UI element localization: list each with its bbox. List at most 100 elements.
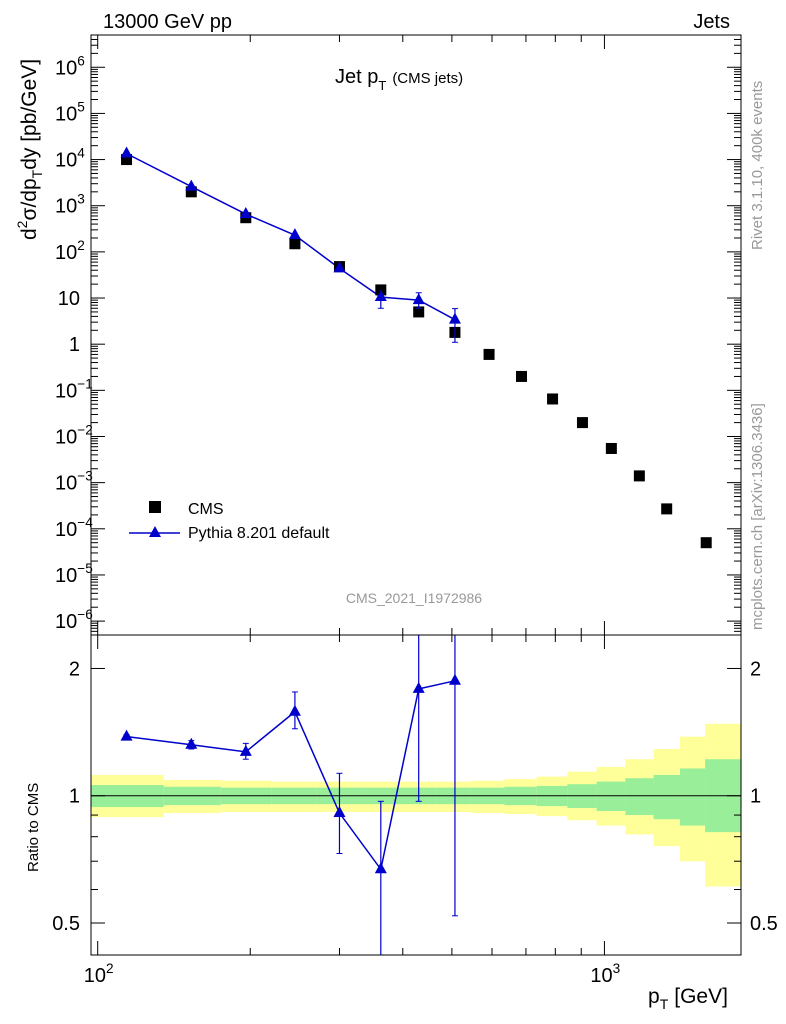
main-panel: 10610510410310210110−110−210−310−410−510… — [55, 34, 742, 636]
cms-point-10 — [547, 393, 559, 405]
cms-point-5 — [375, 284, 387, 296]
pythia-point-5 — [374, 290, 387, 302]
pythia-line — [126, 152, 456, 321]
main-y-axis-label: d2σ/dpTdy [pb/GeV] — [14, 59, 45, 240]
main-y-tick-label-8: 10−2 — [55, 422, 93, 448]
ratio-point-4 — [333, 806, 346, 818]
main-y-tick-label-10: 10−4 — [55, 515, 93, 541]
main-y-tick-label-7-base: 10 — [55, 380, 77, 402]
legend-cms-label: CMS — [188, 501, 224, 518]
header-category-label: Jets — [693, 11, 730, 33]
ratio-frame — [90, 634, 742, 956]
main-y-tick-label-11: 10−5 — [55, 561, 93, 587]
main-y-tick-label-8-exp: −2 — [77, 422, 93, 437]
main-markers — [120, 146, 712, 549]
main-y-tick-label-0: 106 — [55, 53, 85, 79]
analysis-watermark: CMS_2021_I1972986 — [346, 590, 482, 606]
cms-point-14 — [661, 503, 673, 515]
main-y-tick-label-0-exp: 6 — [77, 53, 85, 68]
main-y-tick-label-12: 10−6 — [55, 607, 93, 633]
main-y-tick-label-9: 10−3 — [55, 469, 93, 495]
main-y-tick-label-1-base: 10 — [55, 103, 77, 125]
main-y-tick-label-2-base: 10 — [55, 150, 77, 172]
main-y-tick-label-2: 104 — [55, 146, 85, 172]
x-tick-label-0-exp: 2 — [106, 961, 114, 976]
ratio-y-axis-label: Ratio to CMS — [25, 783, 42, 872]
ratio-point-6 — [412, 681, 425, 693]
band-inner-15 — [680, 768, 706, 826]
main-y-tick-label-1-exp: 5 — [77, 99, 85, 114]
band-inner-12 — [596, 781, 626, 812]
main-y-tick-label-6: 1 — [69, 334, 80, 356]
ratio-axes — [90, 634, 742, 956]
cms-point-9 — [515, 370, 527, 382]
ratio-point-3 — [288, 704, 301, 716]
legend-pythia-label: Pythia 8.201 default — [188, 525, 330, 542]
main-y-tick-label-6-base: 1 — [69, 334, 80, 356]
ratio-point-2 — [239, 744, 252, 756]
cms-point-11 — [576, 417, 588, 429]
main-y-tick-label-8-base: 10 — [55, 426, 77, 448]
main-y-tick-labels: 10610510410310210110−110−210−310−410−510… — [55, 53, 93, 633]
ratio-y-tick-label-left-1: 1 — [69, 786, 80, 808]
main-y-tick-label-4-base: 10 — [55, 242, 77, 264]
ratio-point-7 — [448, 673, 461, 685]
cms-point-8 — [483, 348, 495, 360]
legend: CMS Pythia 8.201 default — [129, 501, 330, 542]
main-y-tick-label-4-exp: 2 — [77, 238, 85, 253]
ratio-uncertainty-bands — [91, 723, 741, 887]
main-y-tick-label-1: 105 — [55, 99, 85, 125]
pythia-point-6 — [412, 293, 425, 305]
cms-point-3 — [289, 238, 301, 250]
cms-point-6 — [413, 306, 425, 318]
main-y-tick-label-5: 10 — [58, 288, 80, 310]
chart-title-note: (CMS jets) — [392, 70, 463, 87]
main-y-tick-label-9-exp: −3 — [77, 469, 93, 484]
rivet-version-label: Rivet 3.1.10, 400k events — [749, 81, 766, 250]
main-y-tick-label-10-exp: −4 — [77, 515, 93, 530]
main-y-tick-label-0-base: 10 — [55, 57, 77, 79]
ratio-y-tick-label-left-0: 0.5 — [52, 913, 80, 935]
pythia-point-0 — [120, 146, 133, 158]
main-y-tick-label-5-base: 10 — [58, 288, 80, 310]
chart-title-sub: T — [378, 78, 386, 93]
ylabel-part-1: 2 — [14, 220, 30, 228]
ylabel-part-4: dy [pb/GeV] — [18, 59, 41, 170]
pythia-point-2 — [239, 207, 252, 219]
ratio-y-tick-label-right-2: 2 — [750, 658, 761, 680]
cms-point-12 — [605, 442, 617, 454]
cms-point-0 — [121, 154, 133, 166]
ylabel-part-2: σ/dp — [18, 178, 41, 220]
x-axis-label: pT [GeV] — [648, 985, 728, 1012]
main-y-tick-label-3: 103 — [55, 192, 85, 218]
main-y-tick-label-2-exp: 4 — [77, 146, 85, 161]
main-frame — [90, 34, 742, 636]
legend-pythia-marker — [149, 526, 161, 537]
ylabel-part-3: T — [29, 169, 45, 178]
source-label: mcplots.cern.ch [arXiv:1306.3436] — [749, 403, 766, 630]
main-y-tick-label-7-exp: −1 — [77, 376, 93, 391]
chart-title-main: Jet p — [335, 66, 378, 88]
legend-cms-marker — [149, 501, 161, 513]
x-axis-label-unit: [GeV] — [674, 985, 728, 1008]
main-y-tick-label-12-exp: −6 — [77, 607, 93, 622]
cms-point-1 — [185, 186, 197, 198]
x-axis-label-main: p — [648, 985, 660, 1008]
ratio-point-5 — [374, 862, 387, 874]
main-y-tick-label-11-exp: −5 — [77, 561, 93, 576]
band-inner-13 — [625, 778, 654, 816]
pythia-point-1 — [185, 179, 198, 191]
pythia-point-4 — [333, 261, 346, 273]
cms-point-15 — [700, 537, 712, 549]
ratio-y-tick-label-left-2: 2 — [69, 658, 80, 680]
main-y-tick-label-10-base: 10 — [55, 519, 77, 541]
x-tick-label-1: 103 — [590, 961, 620, 987]
ratio-point-0 — [120, 729, 133, 741]
pythia-point-7 — [448, 312, 461, 324]
main-y-tick-label-7: 10−1 — [55, 376, 93, 402]
chart-title: Jet pT (CMS jets) — [335, 66, 463, 93]
x-tick-label-0-base: 10 — [84, 965, 106, 987]
